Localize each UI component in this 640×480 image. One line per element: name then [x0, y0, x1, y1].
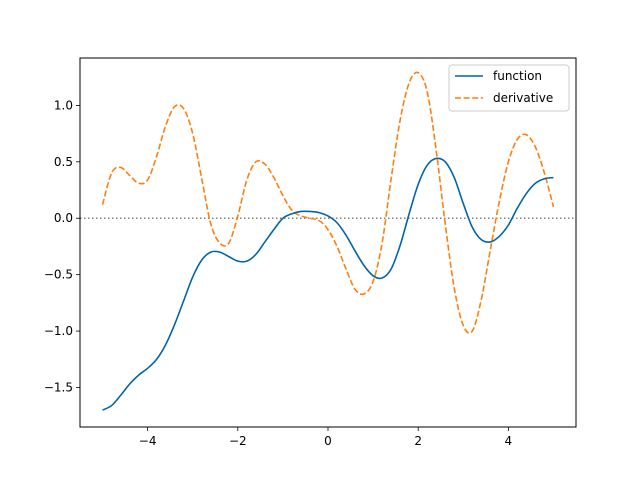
legend-label-derivative: derivative: [493, 91, 553, 105]
axis-ticks: −4 −2 0 2 4 −1.5 −1.0 −0.5 0.0 0.5 1.0: [44, 98, 512, 448]
x-tick-label: 4: [505, 434, 513, 448]
legend: function derivative: [448, 64, 570, 112]
y-tick-label: 1.0: [54, 98, 73, 112]
plot-area: [80, 71, 576, 411]
x-tick-label: 0: [324, 434, 332, 448]
x-tick-label: −4: [139, 434, 157, 448]
y-tick-label: 0.0: [54, 211, 73, 225]
y-tick-label: −1.0: [44, 324, 73, 338]
y-tick-label: −0.5: [44, 268, 73, 282]
derivative-series-line: [101, 71, 555, 334]
x-tick-label: −2: [229, 434, 247, 448]
y-tick-label: 0.5: [54, 155, 73, 169]
series-group: [80, 71, 576, 411]
y-tick-label: −1.5: [44, 381, 73, 395]
legend-label-function: function: [493, 69, 542, 83]
function-series-line: [102, 157, 554, 411]
x-tick-label: 2: [414, 434, 422, 448]
